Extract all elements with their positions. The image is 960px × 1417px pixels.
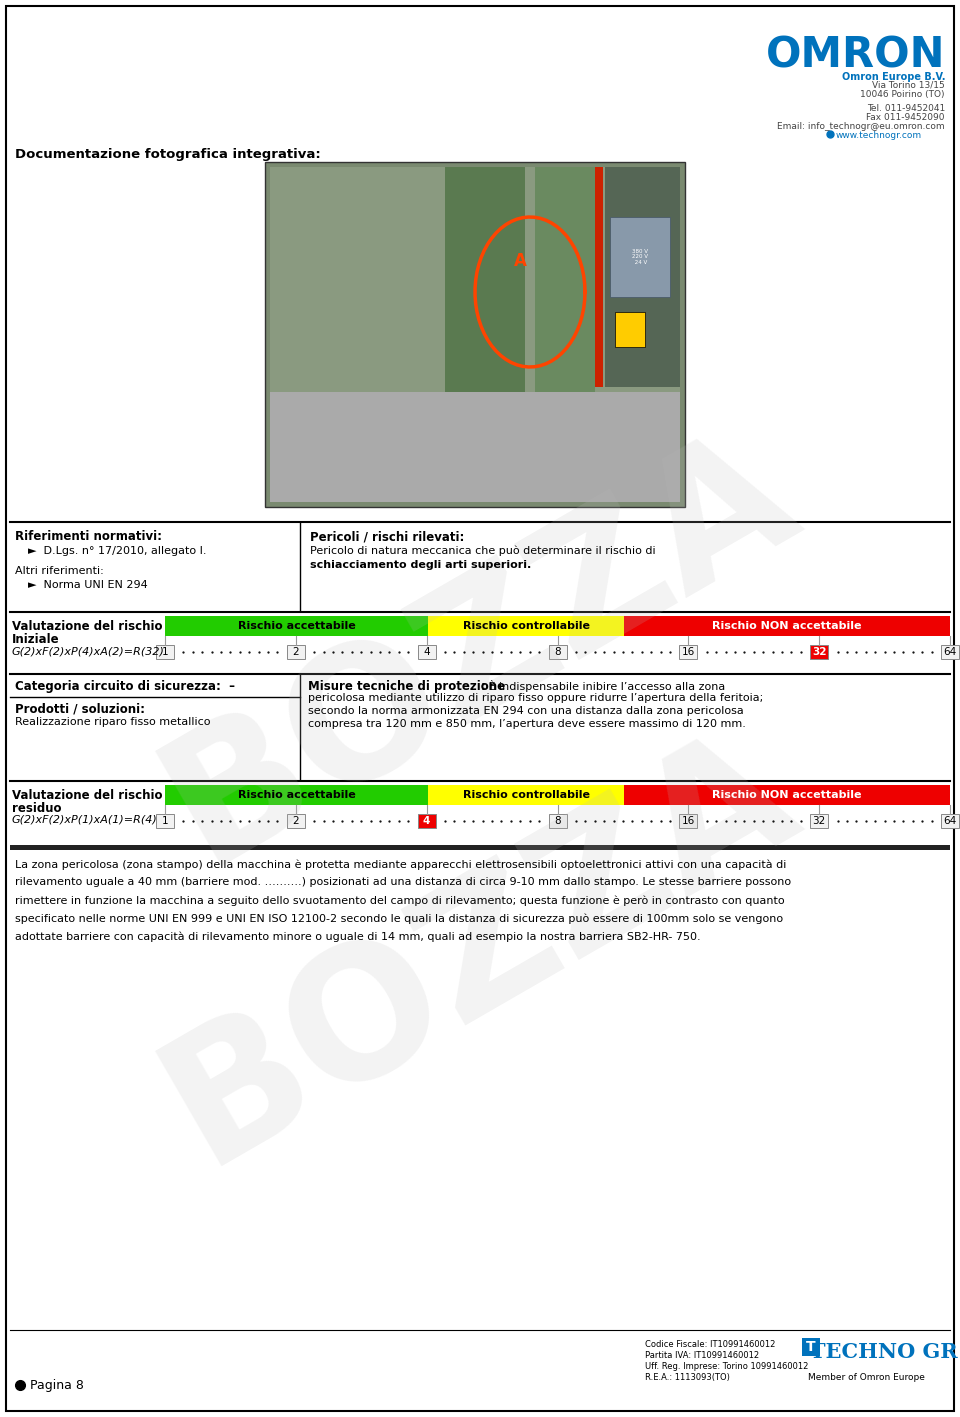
Text: Documentazione fotografica integrativa:: Documentazione fotografica integrativa:	[15, 147, 321, 162]
Text: Rischio controllabile: Rischio controllabile	[463, 621, 589, 631]
Text: Tel. 011-9452041: Tel. 011-9452041	[867, 103, 945, 113]
Text: adottate barriere con capacità di rilevamento minore o uguale di 14 mm, quali ad: adottate barriere con capacità di rileva…	[15, 931, 701, 941]
Text: Valutazione del rischio: Valutazione del rischio	[12, 789, 162, 802]
Text: pericolosa mediante utilizzo di riparo fisso oppure ridurre l’apertura della fer: pericolosa mediante utilizzo di riparo f…	[308, 693, 763, 703]
Text: Iniziale: Iniziale	[12, 633, 60, 646]
Text: 4: 4	[423, 648, 430, 657]
Text: R.E.A.: 1113093(TO): R.E.A.: 1113093(TO)	[645, 1373, 730, 1382]
Text: T: T	[806, 1340, 816, 1355]
Text: Categoria circuito di sicurezza:  –: Categoria circuito di sicurezza: –	[15, 680, 235, 693]
Bar	[610, 217, 670, 298]
Text: Partita IVA: IT10991460012: Partita IVA: IT10991460012	[645, 1350, 759, 1360]
Text: Valutazione del rischio: Valutazione del rischio	[12, 621, 162, 633]
Bar	[624, 785, 950, 805]
Bar	[165, 616, 428, 636]
Text: 4: 4	[423, 816, 430, 826]
Text: 380 V
220 V
 24 V: 380 V 220 V 24 V	[632, 249, 648, 265]
Text: rimettere in funzione la macchina a seguito dello svuotamento del campo di rilev: rimettere in funzione la macchina a segu…	[15, 896, 784, 905]
Text: Uff. Reg. Imprese: Torino 10991460012: Uff. Reg. Imprese: Torino 10991460012	[645, 1362, 808, 1372]
Text: 32: 32	[812, 648, 827, 657]
Text: specificato nelle norme UNI EN 999 e UNI EN ISO 12100-2 secondo le quali la dist: specificato nelle norme UNI EN 999 e UNI…	[15, 913, 783, 924]
Text: Email: info_technogr@eu.omron.com: Email: info_technogr@eu.omron.com	[778, 122, 945, 130]
Text: ►  Norma UNI EN 294: ► Norma UNI EN 294	[28, 580, 148, 589]
Text: 64: 64	[944, 648, 956, 657]
Bar	[535, 167, 595, 502]
Bar	[287, 813, 305, 828]
Text: 1: 1	[161, 648, 168, 657]
Bar	[418, 645, 436, 659]
Bar	[428, 785, 624, 805]
Bar	[548, 813, 566, 828]
Text: 8: 8	[554, 816, 561, 826]
Text: G(2)xF(2)xP(4)xA(2)=R(32): G(2)xF(2)xP(4)xA(2)=R(32)	[12, 646, 165, 656]
Text: Riferimenti normativi:: Riferimenti normativi:	[15, 530, 162, 543]
Bar	[680, 645, 697, 659]
Bar	[548, 645, 566, 659]
Bar	[10, 845, 950, 850]
Bar	[802, 1338, 820, 1356]
Text: Misure tecniche di protezione: Misure tecniche di protezione	[308, 680, 505, 693]
Text: secondo la norma armonizzata EN 294 con una distanza dalla zona pericolosa: secondo la norma armonizzata EN 294 con …	[308, 706, 744, 716]
Text: Omron Europe B.V.: Omron Europe B.V.	[842, 72, 945, 82]
Text: ►  D.Lgs. n° 17/2010, allegato I.: ► D.Lgs. n° 17/2010, allegato I.	[28, 546, 206, 555]
Text: 10046 Poirino (TO): 10046 Poirino (TO)	[860, 91, 945, 99]
Text: A: A	[514, 252, 526, 271]
Bar	[270, 393, 680, 502]
Bar	[605, 167, 680, 387]
Text: 64: 64	[944, 816, 956, 826]
Text: Pericoli / rischi rilevati:: Pericoli / rischi rilevati:	[310, 530, 465, 543]
Bar	[165, 785, 428, 805]
Text: Rischio NON accettabile: Rischio NON accettabile	[712, 621, 862, 631]
Bar	[445, 167, 525, 502]
Bar	[810, 813, 828, 828]
Text: BOZZA: BOZZA	[136, 401, 824, 900]
Text: Rischio accettabile: Rischio accettabile	[238, 621, 355, 631]
Text: :: :	[481, 680, 486, 693]
Bar	[156, 645, 174, 659]
Bar	[270, 167, 680, 502]
Bar	[418, 813, 436, 828]
Bar	[265, 162, 685, 507]
Text: www.technogr.com: www.technogr.com	[836, 130, 923, 140]
Bar	[595, 167, 603, 387]
Text: BOZZA: BOZZA	[136, 700, 824, 1199]
Text: G(2)xF(2)xP(1)xA(1)=R(4): G(2)xF(2)xP(1)xA(1)=R(4)	[12, 815, 157, 825]
Text: 16: 16	[682, 816, 695, 826]
Text: Fax 011-9452090: Fax 011-9452090	[867, 113, 945, 122]
Text: Rischio NON accettabile: Rischio NON accettabile	[712, 791, 862, 801]
Text: 32: 32	[812, 816, 826, 826]
Text: residuo: residuo	[12, 802, 61, 815]
Text: 8: 8	[554, 648, 561, 657]
Text: TECHNO GR: TECHNO GR	[810, 1342, 958, 1362]
Text: Rischio controllabile: Rischio controllabile	[463, 791, 589, 801]
Text: compresa tra 120 mm e 850 mm, l’apertura deve essere massimo di 120 mm.: compresa tra 120 mm e 850 mm, l’apertura…	[308, 718, 746, 728]
Text: Rischio accettabile: Rischio accettabile	[238, 791, 355, 801]
Text: 16: 16	[682, 648, 695, 657]
Bar	[287, 645, 305, 659]
Text: 2: 2	[293, 816, 300, 826]
Text: Pagina 8: Pagina 8	[30, 1379, 84, 1391]
Text: La zona pericolosa (zona stampo) della macchina è protetta mediante apparecchi e: La zona pericolosa (zona stampo) della m…	[15, 859, 786, 870]
Text: rilevamento uguale a 40 mm (barriere mod. ……….) posizionati ad una distanza di c: rilevamento uguale a 40 mm (barriere mod…	[15, 877, 791, 887]
Bar	[941, 813, 959, 828]
Text: 2: 2	[293, 648, 300, 657]
Text: Pericolo di natura meccanica che può determinare il rischio di: Pericolo di natura meccanica che può det…	[310, 546, 656, 557]
Bar	[624, 616, 950, 636]
Text: È indispensabile inibire l’accesso alla zona: È indispensabile inibire l’accesso alla …	[485, 680, 725, 691]
Bar	[428, 616, 624, 636]
Bar	[810, 645, 828, 659]
Text: Realizzazione riparo fisso metallico: Realizzazione riparo fisso metallico	[15, 717, 210, 727]
Text: Codice Fiscale: IT10991460012: Codice Fiscale: IT10991460012	[645, 1340, 776, 1349]
Text: schiacciamento degli arti superiori.: schiacciamento degli arti superiori.	[310, 560, 531, 570]
Text: Via Torino 13/15: Via Torino 13/15	[873, 81, 945, 91]
Text: OMRON: OMRON	[765, 35, 945, 77]
Bar	[680, 813, 697, 828]
Bar	[941, 645, 959, 659]
Text: 1: 1	[161, 816, 168, 826]
Bar	[156, 813, 174, 828]
Text: Altri riferimenti:: Altri riferimenti:	[15, 565, 104, 575]
Bar	[615, 312, 645, 347]
Text: Member of Omron Europe: Member of Omron Europe	[808, 1373, 924, 1382]
Text: Prodotti / soluzioni:: Prodotti / soluzioni:	[15, 701, 145, 716]
